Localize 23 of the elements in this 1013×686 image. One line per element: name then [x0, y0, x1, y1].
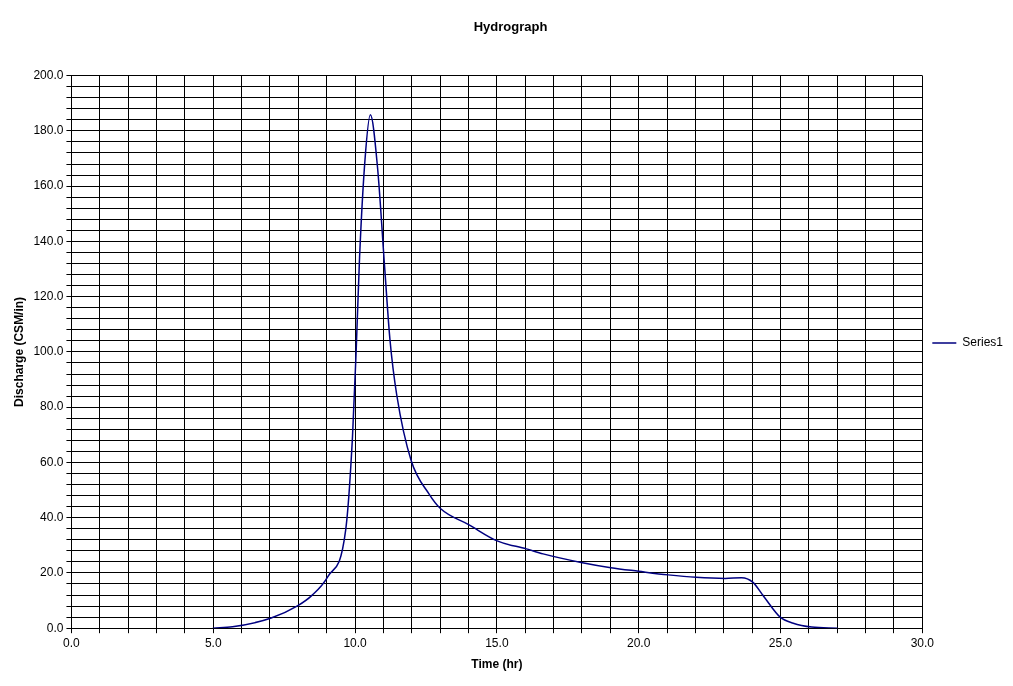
y-tick-label: 160.0: [33, 178, 64, 193]
x-tick-label: 0.0: [63, 635, 81, 650]
y-tick-label: 140.0: [33, 233, 64, 248]
x-tick-label: 5.0: [204, 635, 222, 650]
y-tick-label: 60.0: [40, 454, 64, 469]
line-series: [212, 114, 838, 629]
y-axis-title: Discharge (CSM/in): [11, 296, 26, 407]
x-tick-label: 30.0: [910, 635, 935, 650]
x-tick-label: 20.0: [627, 635, 651, 650]
x-tick-label: 15.0: [485, 635, 509, 650]
y-tick-label: 100.0: [33, 344, 64, 359]
x-tick-label: 25.0: [768, 635, 793, 650]
y-tick-label: 0.0: [46, 620, 64, 635]
y-tick-label: 80.0: [40, 399, 64, 414]
y-tick-label: 20.0: [40, 565, 64, 580]
y-tick-label: 120.0: [33, 288, 64, 303]
y-tick-label: 180.0: [33, 123, 64, 138]
y-tick-label: 200.0: [33, 67, 64, 82]
chart-title: Hydrograph: [473, 19, 548, 35]
y-tick-label: 40.0: [40, 509, 64, 524]
x-axis-title: Time (hr): [471, 657, 523, 672]
legend-label: Series1: [962, 335, 1004, 350]
x-tick-label: 10.0: [343, 635, 368, 650]
